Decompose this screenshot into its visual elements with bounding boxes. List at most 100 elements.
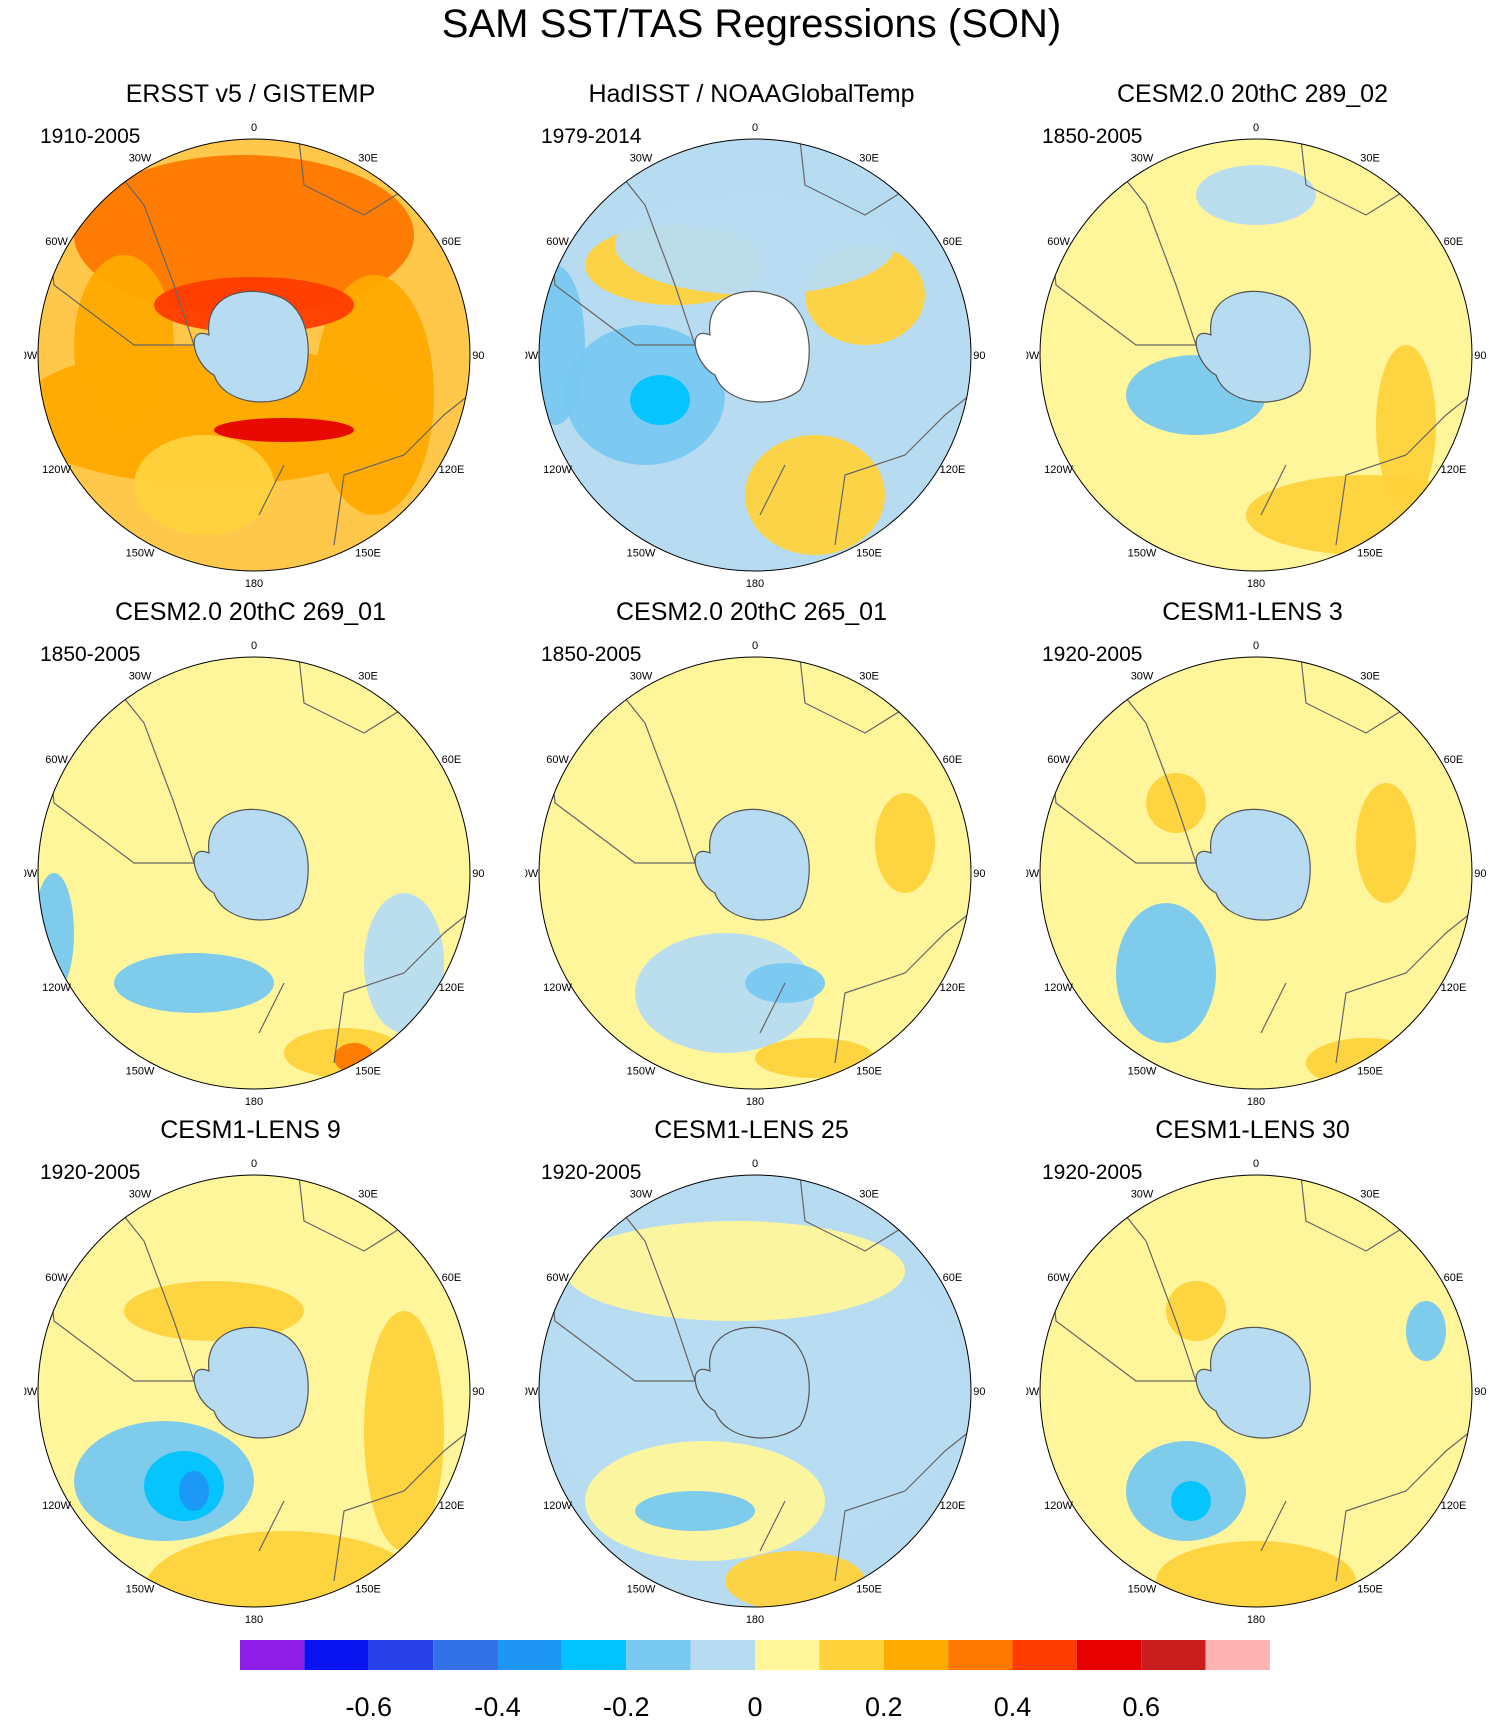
longitude-label: 120E [940, 1500, 966, 1512]
australia-coastline [834, 912, 971, 1064]
longitude-label: 180 [1247, 1614, 1265, 1626]
new-zealand-coastline [258, 464, 285, 516]
australia-coastline [1335, 1430, 1472, 1582]
colorbar-swatch [819, 1640, 884, 1670]
anomaly-contour [725, 1551, 865, 1607]
polar-map-svg: 0 30E 60E 90E 120E 150E 180 150W 120W 90W 60W 30W [15, 640, 492, 1108]
panel-period: 1920-2005 [1042, 643, 1143, 666]
polar-map-svg: 0 30E 60E 90E 120E 150E 180 150W 120W 90W 60W 30W [516, 1158, 993, 1626]
longitude-label: 90E [472, 1386, 484, 1398]
map-panel: CESM1-LENS 30 1920-2005 0 30E 60E 90E 120E 150E… [1002, 1036, 1503, 1626]
longitude-label: 30E [358, 1189, 378, 1201]
new-zealand-coastline [759, 464, 786, 516]
longitude-label: 0 [752, 1158, 758, 1170]
anomaly-contour [144, 1531, 424, 1607]
new-zealand-coastline [1260, 982, 1287, 1034]
longitude-label: 90E [1474, 1386, 1486, 1398]
longitude-label: 180 [245, 1096, 263, 1108]
polar-map-svg: 0 30E 60E 90E 120E 150E 180 150W 120W 90W 60W 30W [1017, 1158, 1494, 1626]
longitude-label: 60W [45, 236, 68, 248]
longitude-label: 0 [752, 122, 758, 134]
longitude-label: 0 [752, 640, 758, 652]
longitude-label: 120E [1441, 982, 1467, 994]
panel-title: CESM1-LENS 30 [1155, 1116, 1350, 1144]
map-panel: HadISST / NOAAGlobalTemp 1979-2014 0 30E 60E… [501, 0, 1002, 590]
longitude-label: 0 [1253, 1158, 1259, 1170]
antarctica [193, 808, 309, 921]
polar-map-svg: 0 30E 60E 90E 120E 150E 180 150W 120W 90W 60W 30W [15, 122, 492, 590]
anomaly-contour [1376, 345, 1436, 505]
longitude-label: 60W [546, 1272, 569, 1284]
anomaly-contour [124, 1281, 304, 1341]
longitude-label: 90W [1026, 350, 1040, 362]
longitude-label: 60W [45, 754, 68, 766]
anomaly-contour [745, 435, 885, 555]
longitude-label: 60W [546, 236, 569, 248]
longitude-label: 120E [439, 464, 465, 476]
map-panel: ERSST v5 / GISTEMP 1910-2005 0 30E 60E 90E 120… [0, 0, 501, 590]
anomaly-contour [1196, 165, 1316, 225]
longitude-label: 150W [1128, 547, 1157, 559]
longitude-label: 120E [1441, 1500, 1467, 1512]
longitude-label: 90W [24, 868, 38, 880]
longitude-label: 150E [355, 1065, 381, 1077]
longitude-label: 60W [1047, 236, 1070, 248]
longitude-label: 150W [627, 547, 656, 559]
longitude-label: 90E [472, 868, 484, 880]
panel-period: 1910-2005 [40, 125, 141, 148]
longitude-label: 180 [1247, 578, 1265, 590]
polar-map: 0 30E 60E 90E 120E 150E 180 150W 120W 90W 60W 30W [516, 1156, 993, 1631]
map-panel: CESM1-LENS 9 1920-2005 0 30E 60E 90E 120E 150E 1… [0, 1036, 501, 1626]
map-boundary [538, 1174, 972, 1608]
longitude-label: 90E [472, 350, 484, 362]
longitude-label: 60E [442, 754, 462, 766]
longitude-label: 30E [1360, 1189, 1380, 1201]
longitude-label: 30W [129, 671, 152, 683]
longitude-label: 30W [1131, 153, 1154, 165]
longitude-label: 150E [1357, 1065, 1383, 1077]
longitude-label: 180 [746, 578, 764, 590]
anomaly-contour [1406, 1301, 1446, 1361]
longitude-label: 120W [543, 1500, 572, 1512]
australia-coastline [333, 912, 470, 1064]
longitude-label: 30W [630, 1189, 653, 1201]
figure-title: SAM SST/TAS Regressions (SON) [441, 2, 1062, 46]
antarctica [694, 290, 810, 403]
anomaly-contour [635, 933, 815, 1053]
antarctica [1195, 808, 1311, 921]
map-boundary [538, 656, 972, 1090]
antarctica [1195, 1326, 1311, 1439]
longitude-label: 30E [859, 671, 879, 683]
polar-map: 0 30E 60E 90E 120E 150E 180 150W 120W 90W 60W 30W [1017, 638, 1494, 1113]
longitude-label: 120W [543, 982, 572, 994]
anomaly-contour [134, 435, 274, 535]
polar-map-svg: 0 30E 60E 90E 120E 150E 180 150W 120W 90W 60W 30W [1017, 122, 1494, 590]
panel-title: HadISST / NOAAGlobalTemp [588, 80, 915, 108]
longitude-label: 60E [1444, 1272, 1464, 1284]
new-zealand-coastline [759, 1500, 786, 1552]
panel-period: 1920-2005 [1042, 1161, 1143, 1184]
longitude-label: 0 [1253, 640, 1259, 652]
colorbar-swatch [497, 1640, 562, 1670]
colorbar-swatch [883, 1640, 949, 1670]
longitude-label: 90W [1026, 1386, 1040, 1398]
longitude-label: 120E [439, 982, 465, 994]
australia-coastline [834, 394, 971, 546]
panel-period: 1850-2005 [40, 643, 141, 666]
anomaly-contour [615, 195, 895, 295]
panel-title: CESM1-LENS 3 [1162, 598, 1343, 626]
longitude-label: 0 [251, 640, 257, 652]
colorbar-tick-label: -0.4 [474, 1692, 521, 1722]
longitude-label: 60E [943, 1272, 963, 1284]
longitude-label: 30E [358, 671, 378, 683]
map-boundary [538, 138, 972, 572]
polar-map-svg: 0 30E 60E 90E 120E 150E 180 150W 120W 90W 60W 30W [516, 122, 993, 590]
map-boundary [37, 1174, 471, 1608]
colorbar-swatch [1076, 1640, 1142, 1670]
polar-map: 0 30E 60E 90E 120E 150E 180 150W 120W 90W 60W 30W [516, 120, 993, 595]
longitude-label: 60W [45, 1272, 68, 1284]
new-zealand-coastline [1260, 1500, 1287, 1552]
anomaly-contour [755, 1038, 875, 1078]
longitude-label: 90W [525, 868, 539, 880]
longitude-label: 150W [627, 1583, 656, 1595]
